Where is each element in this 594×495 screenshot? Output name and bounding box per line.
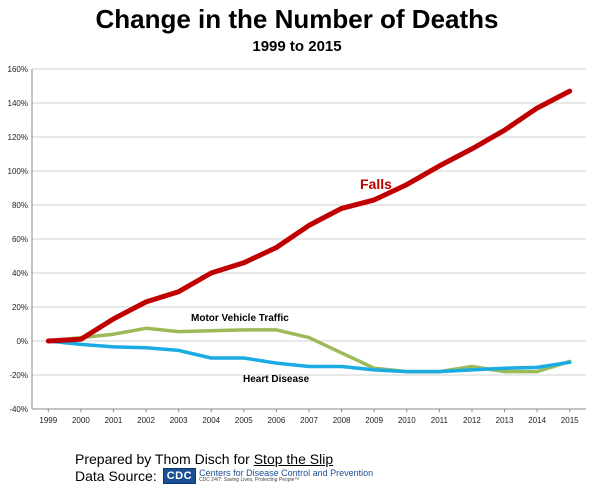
x-tick-label: 2011: [431, 416, 449, 425]
data-source-line: Data Source: CDC Centers for Disease Con…: [75, 468, 373, 484]
x-tick-label: 2013: [496, 416, 514, 425]
x-tick-label: 2004: [202, 416, 220, 425]
cdc-logo-text: Centers for Disease Control and Preventi…: [199, 469, 373, 483]
y-tick-label: 140%: [8, 99, 28, 108]
x-tick-label: 2003: [170, 416, 188, 425]
falls-label: Falls: [360, 176, 392, 192]
x-tick-label: 2012: [463, 416, 481, 425]
y-tick-label: 0%: [16, 337, 28, 346]
data-source-label: Data Source:: [75, 468, 157, 484]
y-tick-label: 20%: [12, 303, 28, 312]
grid-lines: [32, 68, 586, 410]
cdc-org-name: Centers for Disease Control and Preventi…: [199, 468, 374, 478]
x-tick-label: 2010: [398, 416, 416, 425]
stop-the-slip-link[interactable]: Stop the Slip: [253, 451, 334, 467]
cdc-logo: CDC Centers for Disease Control and Prev…: [162, 468, 373, 484]
y-tick-label: -20%: [9, 371, 28, 380]
series-lines: [45, 88, 573, 374]
x-tick-label: 2007: [300, 416, 318, 425]
y-tick-label: 80%: [12, 201, 28, 210]
y-tick-label: 120%: [8, 133, 28, 142]
x-tick-label: 1999: [39, 416, 57, 425]
axes: -40% -20% 0% 20% 40% 60% 80% 100% 120% 140% 160% 19…: [8, 65, 586, 425]
x-tick-label: 2006: [268, 416, 286, 425]
heart-disease-label: Heart Disease: [243, 374, 310, 385]
cdc-tagline: CDC 24/7: Saving Lives, Protecting Peopl…: [199, 477, 300, 483]
y-tick-label: 160%: [8, 65, 28, 74]
chart-title: Change in the Number of Deaths: [95, 4, 499, 34]
x-tick-label: 2009: [365, 416, 383, 425]
x-tick-label: 2000: [72, 416, 90, 425]
heart-disease-line: [46, 339, 572, 374]
chart-subtitle: 1999 to 2015: [252, 38, 342, 55]
x-tick-label: 2014: [528, 416, 546, 425]
series-labels: Falls Motor Vehicle Traffic Heart Disease: [191, 176, 392, 385]
x-tick-label: 2005: [235, 416, 253, 425]
motor-vehicle-label: Motor Vehicle Traffic: [191, 313, 289, 324]
prepared-by-line: Prepared by Thom Disch for Stop the Slip: [75, 451, 333, 467]
x-tick-label: 2001: [105, 416, 123, 425]
falls-line: [45, 88, 573, 344]
cdc-logo-badge: CDC: [162, 468, 197, 484]
y-tick-label: 100%: [8, 167, 28, 176]
prepared-by-text: Prepared by Thom Disch for: [75, 451, 254, 467]
x-tick-label: 2002: [137, 416, 155, 425]
y-tick-label: -40%: [9, 405, 28, 414]
x-tick-label: 2015: [561, 416, 579, 425]
x-tick-label: 2008: [333, 416, 351, 425]
y-tick-label: 40%: [12, 269, 28, 278]
y-tick-label: 60%: [12, 235, 28, 244]
